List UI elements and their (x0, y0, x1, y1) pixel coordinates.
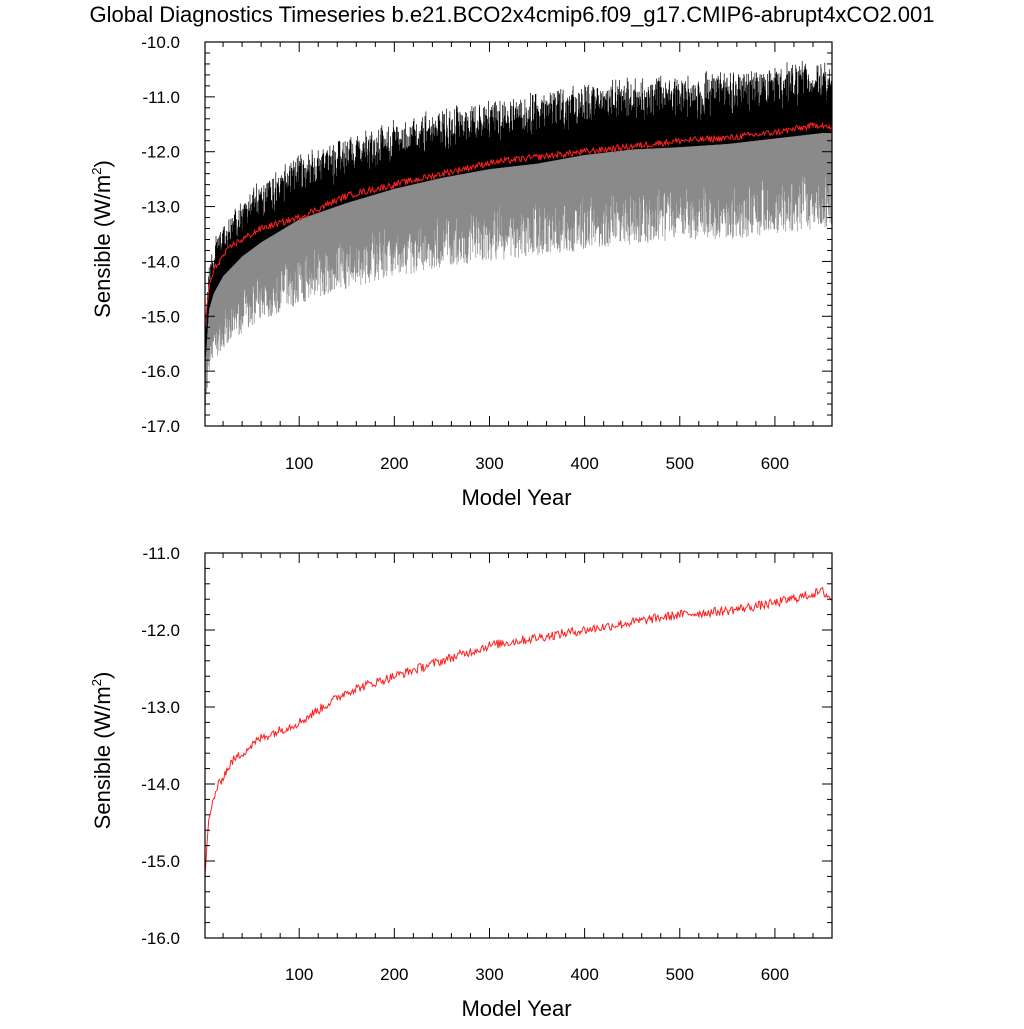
y-tick-label: -12.0 (141, 143, 180, 162)
x-axis-label: Model Year (461, 996, 571, 1021)
annual-mean-line (204, 121, 833, 328)
y-axis-label-text: Sensible (W/m (90, 686, 115, 829)
y-tick-label: -13.0 (141, 198, 180, 217)
y-tick-label: -13.0 (141, 698, 180, 717)
y-axis-label-close: ) (90, 672, 115, 679)
y-tick-label: -15.0 (141, 307, 180, 326)
x-tick-label: 100 (285, 965, 313, 984)
panel-bottom: 100 200 300 400 500 600 -16.0 -15.0 -14.0 -13.0 -1… (89, 544, 833, 1021)
y-tick-label: -14.0 (141, 252, 180, 271)
x-tick-label: 500 (666, 454, 694, 473)
y-tick-label: -11.0 (143, 88, 181, 107)
plot-frame (204, 41, 833, 427)
x-tick-label: 300 (475, 965, 503, 984)
x-tick-label: 600 (761, 454, 789, 473)
y-tick-label: -17.0 (141, 417, 180, 436)
y-axis-label: Sensible (W/m2) (89, 672, 115, 830)
x-tick-label: 100 (285, 454, 313, 473)
x-tick-label: 200 (380, 965, 408, 984)
y-tick-label: -16.0 (141, 362, 180, 381)
y-tick-label: -14.0 (141, 775, 180, 794)
x-tick-label: 300 (475, 454, 503, 473)
monthly-series (204, 61, 833, 409)
annual-mean-line (204, 586, 833, 877)
y-axis-label-superscript: 2 (89, 679, 104, 686)
x-axis-label: Model Year (461, 485, 571, 510)
y-axis-label-superscript: 2 (89, 168, 104, 175)
y-tick-label: -11.0 (143, 544, 181, 563)
page-title: Global Diagnostics Timeseries b.e21.BCO2… (89, 2, 935, 27)
x-tick-label: 400 (570, 454, 598, 473)
x-tick-label: 600 (761, 965, 789, 984)
y-tick-label: -16.0 (141, 929, 180, 948)
panel-top: 100 200 300 400 500 600 -17.0 -16.0 -15.0 -14.0 -1… (89, 33, 833, 510)
y-tick-label: -12.0 (141, 621, 180, 640)
x-tick-label: 500 (666, 965, 694, 984)
y-tick-label: -10.0 (141, 33, 180, 52)
y-axis-label: Sensible (W/m2) (89, 160, 115, 318)
x-tick-label: 400 (570, 965, 598, 984)
y-tick-label: -15.0 (141, 852, 180, 871)
plot-frame (204, 552, 833, 939)
y-axis-label-text: Sensible (W/m (90, 175, 115, 318)
x-tick-label: 200 (380, 454, 408, 473)
y-axis-label-close: ) (90, 160, 115, 167)
